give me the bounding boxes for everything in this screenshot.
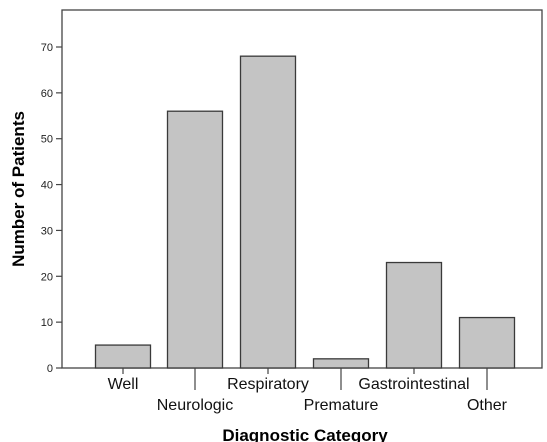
bar-other	[458, 316, 516, 369]
bar-respiratory	[239, 55, 297, 369]
plot-frame	[61, 9, 543, 369]
bar-neurologic	[166, 110, 224, 369]
bar-well	[94, 344, 152, 369]
y-tick-label: 40	[41, 180, 53, 192]
y-axis-title: Number of Patients	[9, 111, 28, 267]
y-tick-label: 10	[41, 317, 53, 329]
x-tick-label: Other	[467, 397, 508, 414]
x-tick-label: Well	[108, 376, 139, 393]
y-tick-label: 50	[41, 134, 53, 146]
x-tick-label: Neurologic	[157, 397, 233, 414]
y-tick-label: 30	[41, 225, 53, 237]
x-tick-label: Gastrointestinal	[358, 376, 469, 393]
bars	[94, 55, 516, 369]
y-tick-label: 20	[41, 271, 53, 283]
bar-premature	[312, 358, 370, 369]
x-axis-title: Diagnostic Category	[222, 426, 388, 442]
x-tick-label: Respiratory	[227, 376, 309, 393]
y-tick-label: 70	[41, 42, 53, 54]
x-tick-label: Premature	[304, 397, 379, 414]
x-axis: Well Neurologic Respiratory Premature Gastro…	[108, 368, 508, 414]
y-tick-label: 0	[47, 363, 53, 375]
bar-gastrointestinal	[385, 261, 443, 369]
y-tick-label: 60	[41, 88, 53, 100]
y-axis: 0 10 20 30 40 50 60 70	[41, 42, 62, 375]
